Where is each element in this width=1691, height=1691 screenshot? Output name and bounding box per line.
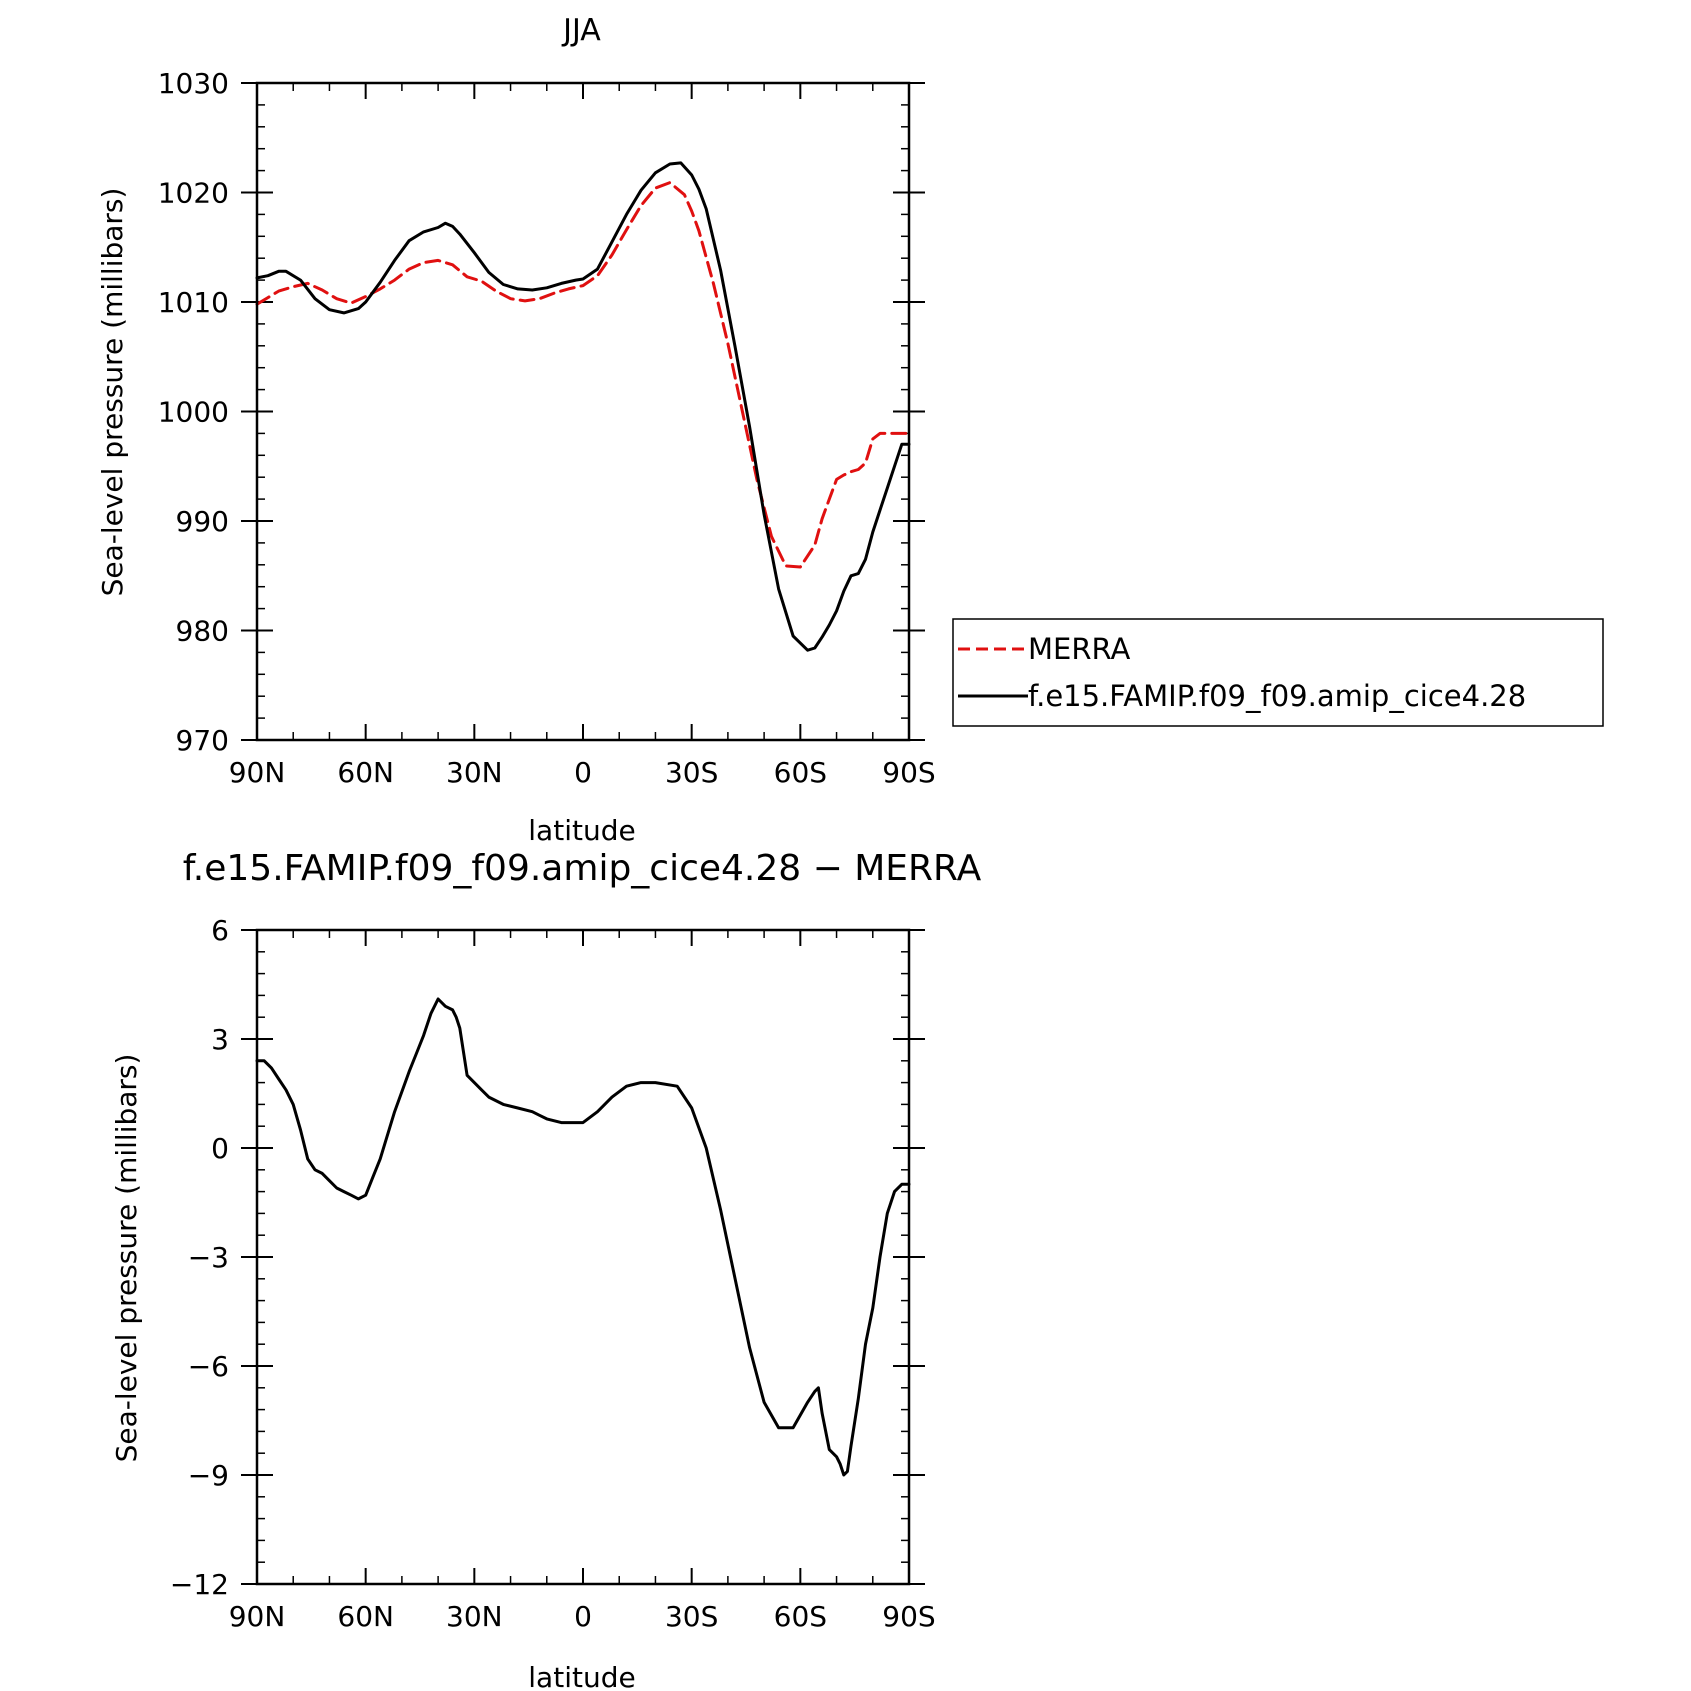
x-tick-label: 90S (882, 1600, 935, 1633)
y-tick-label: 980 (176, 615, 229, 648)
bottom-chart-title: f.e15.FAMIP.f09_f09.amip_cice4.28 − MERR… (183, 848, 982, 889)
y-tick-label: −9 (188, 1459, 229, 1492)
y-tick-label: −12 (170, 1568, 229, 1601)
y-tick-label: 1030 (158, 67, 229, 100)
bottom-axes-ticks: 90N 60N 30N 0 30S 60S 90S 6 3 0 −3 −6 −9 −12 (170, 914, 936, 1633)
y-tick-label: 3 (211, 1023, 229, 1056)
y-tick-label: 990 (176, 505, 229, 538)
x-tick-label: 0 (574, 1600, 592, 1633)
legend: MERRA f.e15.FAMIP.f09_f09.amip_cice4.28 (952, 618, 1604, 727)
top-plot-frame (255, 81, 911, 742)
y-tick-label: 0 (211, 1132, 229, 1165)
x-tick-label: 0 (574, 756, 592, 789)
bottom-plot-frame (255, 928, 911, 1586)
x-tick-label: 30S (665, 756, 718, 789)
x-tick-label: 90N (229, 1600, 286, 1633)
x-tick-label: 30N (446, 756, 503, 789)
top-x-axis-label: latitude (528, 814, 635, 847)
legend-merra-label: MERRA (1028, 632, 1130, 666)
y-tick-label: 1010 (158, 286, 229, 319)
x-tick-label: 30N (446, 1600, 503, 1633)
legend-model-label: f.e15.FAMIP.f09_f09.amip_cice4.28 (1028, 679, 1526, 713)
top-axes-ticks: 90N 60N 30N 0 30S 60S 90S 1030 1020 1010 1000 990 98… (158, 67, 936, 789)
top-series-line-0 (255, 181, 911, 569)
top-panel: JJA Sea-level pressure (millibars) latit… (96, 13, 936, 847)
x-tick-label: 60N (337, 756, 394, 789)
y-tick-label: −6 (188, 1350, 229, 1383)
bottom-plot-lines (255, 997, 911, 1477)
bottom-series-line-0 (255, 997, 911, 1477)
bottom-y-axis-label: Sea-level pressure (millibars) (110, 1054, 143, 1463)
bottom-x-axis-label: latitude (528, 1661, 635, 1691)
x-tick-label: 60N (337, 1600, 394, 1633)
bottom-panel: f.e15.FAMIP.f09_f09.amip_cice4.28 − MERR… (110, 848, 982, 1691)
top-chart-title: JJA (561, 13, 601, 48)
x-tick-label: 60S (774, 1600, 827, 1633)
y-tick-label: 970 (176, 724, 229, 757)
y-tick-label: −3 (188, 1241, 229, 1274)
top-plot-lines (255, 161, 911, 652)
y-tick-label: 1020 (158, 177, 229, 210)
x-tick-label: 30S (665, 1600, 718, 1633)
x-tick-label: 60S (774, 756, 827, 789)
y-tick-label: 6 (211, 914, 229, 947)
y-tick-label: 1000 (158, 396, 229, 429)
legend-box (952, 618, 1604, 727)
x-tick-label: 90N (229, 756, 286, 789)
top-y-axis-label: Sea-level pressure (millibars) (96, 188, 129, 597)
x-tick-label: 90S (882, 756, 935, 789)
top-series-line-1 (255, 161, 911, 652)
